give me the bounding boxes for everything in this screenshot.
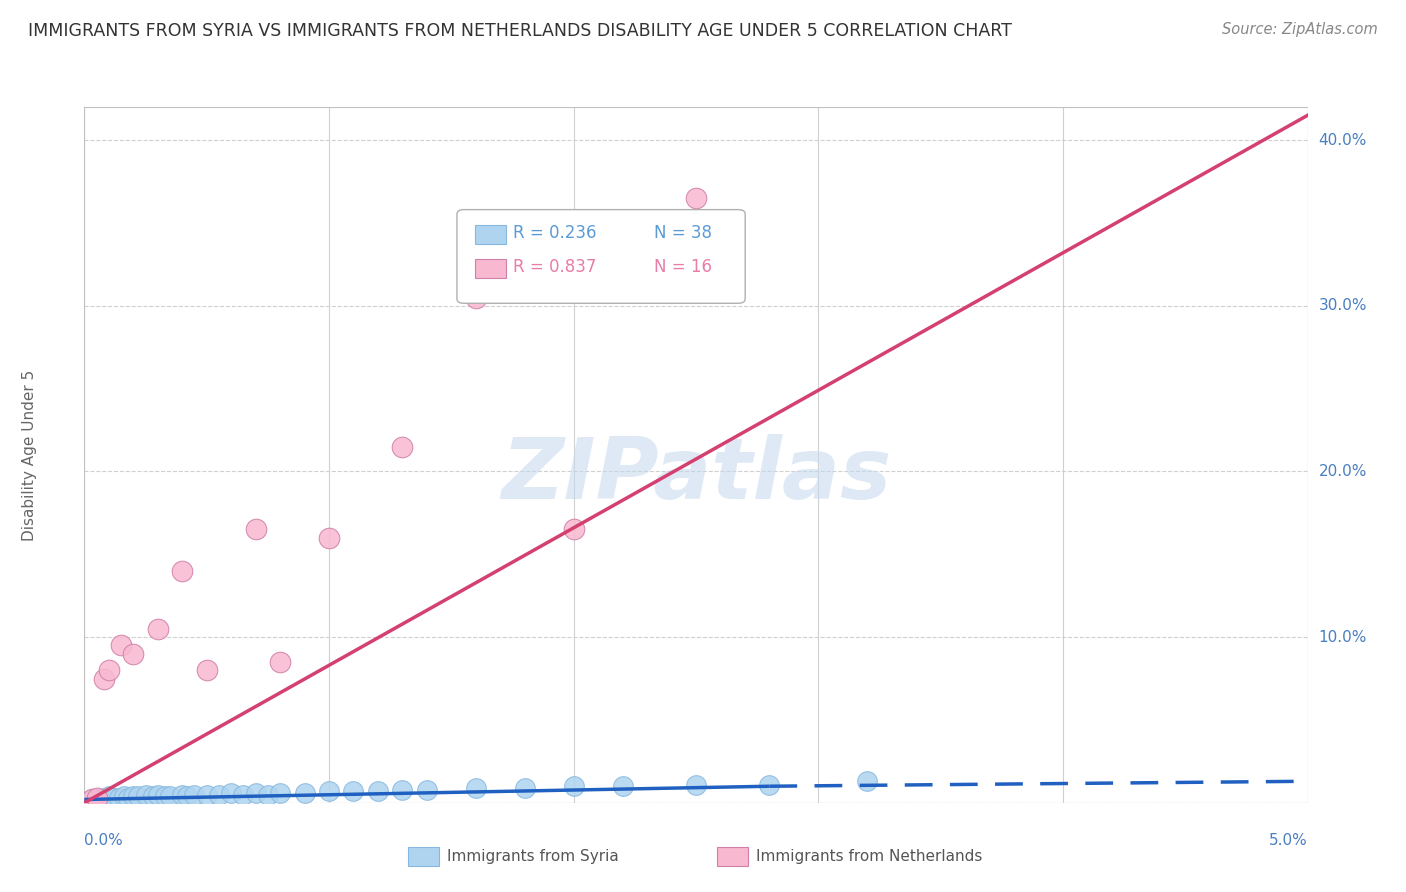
Text: IMMIGRANTS FROM SYRIA VS IMMIGRANTS FROM NETHERLANDS DISABILITY AGE UNDER 5 CORR: IMMIGRANTS FROM SYRIA VS IMMIGRANTS FROM…: [28, 22, 1012, 40]
Point: [80, 792, 103, 806]
Point: [562, 523, 585, 537]
Point: [367, 784, 389, 798]
Text: N = 16: N = 16: [654, 258, 711, 276]
Point: [86, 790, 108, 805]
Text: R = 0.236: R = 0.236: [513, 224, 596, 242]
Text: 30.0%: 30.0%: [1319, 298, 1367, 313]
Point: [219, 786, 242, 800]
Point: [122, 789, 145, 804]
Text: N = 38: N = 38: [654, 224, 711, 242]
Point: [80, 792, 103, 806]
Point: [391, 440, 413, 454]
Text: Immigrants from Netherlands: Immigrants from Netherlands: [756, 849, 983, 863]
Point: [464, 291, 486, 305]
Point: [257, 788, 280, 802]
Point: [685, 778, 707, 792]
Text: 0.0%: 0.0%: [84, 833, 124, 848]
Point: [318, 531, 340, 545]
Point: [112, 789, 135, 804]
Point: [97, 663, 120, 677]
Point: [391, 782, 413, 797]
Point: [195, 663, 218, 677]
Text: Disability Age Under 5: Disability Age Under 5: [22, 369, 37, 541]
Point: [562, 779, 585, 793]
Point: [86, 790, 108, 805]
Point: [195, 788, 218, 802]
Point: [107, 790, 129, 805]
Point: [146, 788, 169, 802]
Text: 5.0%: 5.0%: [1268, 833, 1308, 848]
Point: [153, 789, 176, 804]
Point: [176, 789, 198, 804]
Point: [269, 655, 291, 669]
Point: [117, 790, 139, 805]
Point: [245, 786, 267, 800]
Text: 40.0%: 40.0%: [1319, 133, 1367, 148]
Point: [685, 191, 707, 205]
Text: Immigrants from Syria: Immigrants from Syria: [447, 849, 619, 863]
Point: [93, 672, 115, 686]
Point: [97, 789, 120, 804]
Point: [318, 784, 340, 798]
Point: [183, 788, 205, 802]
Point: [245, 523, 267, 537]
Point: [208, 788, 231, 802]
Point: [103, 790, 125, 805]
Text: Source: ZipAtlas.com: Source: ZipAtlas.com: [1222, 22, 1378, 37]
Point: [110, 639, 132, 653]
Point: [612, 779, 634, 793]
Point: [135, 788, 157, 802]
Point: [416, 782, 439, 797]
Text: 20.0%: 20.0%: [1319, 464, 1367, 479]
Point: [122, 647, 145, 661]
Point: [172, 788, 194, 802]
Point: [172, 564, 194, 578]
Point: [342, 784, 364, 798]
Text: ZIPatlas: ZIPatlas: [501, 434, 891, 517]
Point: [856, 774, 879, 789]
Point: [127, 789, 149, 804]
Point: [93, 790, 115, 805]
Text: 10.0%: 10.0%: [1319, 630, 1367, 645]
Point: [294, 786, 316, 800]
Text: R = 0.837: R = 0.837: [513, 258, 596, 276]
Point: [142, 789, 165, 804]
Point: [513, 780, 536, 795]
Point: [464, 780, 486, 795]
Point: [159, 789, 181, 804]
Point: [269, 786, 291, 800]
Point: [232, 788, 254, 802]
Point: [758, 778, 780, 792]
Point: [146, 622, 169, 636]
